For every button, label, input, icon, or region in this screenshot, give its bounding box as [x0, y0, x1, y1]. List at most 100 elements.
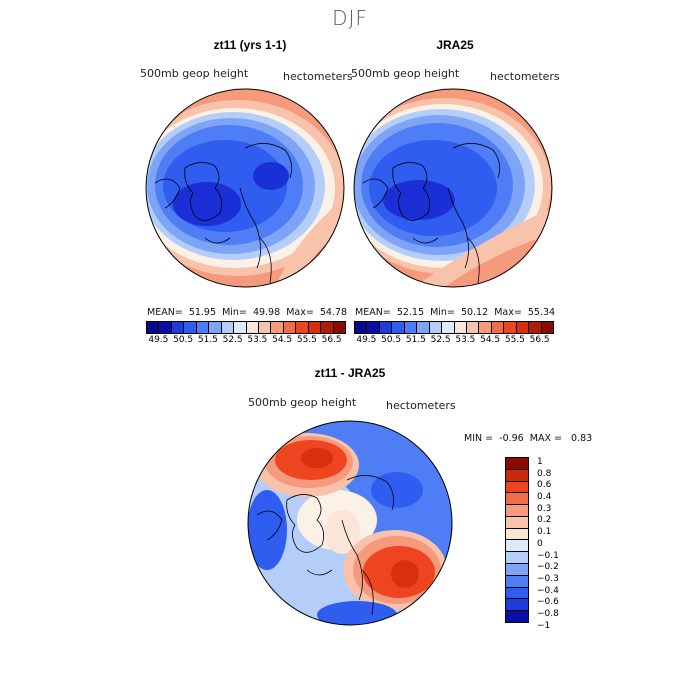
map-coastline [362, 178, 439, 244]
colorbar-tick-label: −0.1 [537, 550, 559, 561]
colorbar-swatch [147, 322, 160, 333]
colorbar-swatch [234, 322, 247, 333]
map-low-center [253, 162, 289, 190]
colorbar-swatch [506, 481, 528, 494]
colorbar-swatch [491, 322, 505, 333]
colorbar-swatch [258, 322, 272, 333]
colorbar-tick-label: 52.5 [430, 335, 451, 345]
colorbar-tick-label: −0.8 [537, 609, 559, 620]
panel-2-colorbar [354, 321, 554, 334]
map-low-center [173, 182, 241, 226]
min-label: Min= [430, 307, 455, 318]
colorbar-tick-label: 49.5 [148, 335, 169, 345]
colorbar-swatch [442, 322, 455, 333]
colorbar-tick-label: 56.5 [321, 335, 342, 345]
diff-panel-polar-map [247, 420, 453, 626]
map-coastline [341, 475, 395, 616]
colorbar-tick-label: 52.5 [222, 335, 243, 345]
colorbar-swatch [506, 458, 528, 470]
colorbar-swatch [221, 322, 235, 333]
map-low-center [383, 180, 455, 220]
colorbar-swatch [541, 322, 553, 333]
panel-1-title: zt11 (yrs 1-1) [213, 38, 287, 52]
map-coastline [392, 162, 431, 221]
colorbar-tick-label: 53.5 [455, 335, 476, 345]
panel-2-colorbar-ticks: 49.5 50.5 51.5 52.5 53.5 54.5 55.5 56.5 [354, 335, 552, 347]
map-anomaly-negative [371, 472, 423, 508]
colorbar-tick-label: 51.5 [197, 335, 218, 345]
panel-2-stats: MEAN= 52.15 Min= 50.12 Max= 55.34 [355, 307, 555, 318]
diff-panel-units-label: hectometers [386, 399, 456, 412]
mean-value: 51.95 [188, 307, 217, 318]
panel-2-title: JRA25 [436, 38, 474, 52]
panel-1-colorbar-ticks: 49.5 50.5 51.5 52.5 53.5 54.5 55.5 56.5 [146, 335, 344, 347]
colorbar-swatch [159, 322, 172, 333]
min-label: MIN = [464, 433, 494, 444]
colorbar-swatch [404, 322, 418, 333]
max-value: 55.34 [527, 307, 556, 318]
min-value: -0.96 [499, 433, 524, 444]
max-label: Max= [286, 307, 314, 318]
min-label: Min= [222, 307, 247, 318]
panel-1-stats: MEAN= 51.95 Min= 49.98 Max= 54.78 [147, 307, 347, 318]
colorbar-swatch [506, 575, 528, 588]
mean-label: MEAN= [355, 307, 391, 318]
map-coastline [154, 178, 231, 244]
map-border [145, 88, 345, 288]
map-border [247, 420, 453, 626]
max-value: 0.83 [571, 433, 593, 444]
colorbar-swatch [296, 322, 309, 333]
colorbar-tick-label: 0.8 [537, 468, 552, 479]
colorbar-swatch [379, 322, 393, 333]
diff-colorbar-ticks: 1 0.8 0.6 0.4 0.3 0.2 0.1 0 −0.1 −0.2 −0.3 −0.4 −0.6… [537, 457, 577, 631]
colorbar-swatch [355, 322, 368, 333]
colorbar-tick-label: 50.5 [381, 335, 402, 345]
colorbar-swatch [283, 322, 297, 333]
colorbar-swatch [506, 599, 528, 612]
colorbar-swatch [271, 322, 284, 333]
map-anomaly-negative [248, 490, 287, 570]
colorbar-swatch [506, 540, 528, 553]
colorbar-tick-label: 0.3 [537, 503, 552, 514]
diff-panel-title: zt11 - JRA25 [314, 366, 386, 380]
colorbar-tick-label: −0.3 [537, 574, 559, 584]
colorbar-swatch [454, 322, 467, 333]
colorbar-swatch [246, 322, 259, 333]
panel-2-variable-label: 500mb geop height [351, 67, 460, 80]
panel-1-colorbar [146, 321, 346, 334]
colorbar-tick-label: 55.5 [504, 335, 525, 345]
max-value: 54.78 [319, 307, 348, 318]
colorbar-swatch [504, 322, 517, 333]
panel-2-polar-map [353, 88, 553, 288]
colorbar-swatch [333, 322, 345, 333]
map-coastline [447, 143, 501, 284]
colorbar-tick-label: 51.5 [405, 335, 426, 345]
colorbar-swatch [392, 322, 405, 333]
mean-value: 52.15 [396, 307, 425, 318]
colorbar-tick-label: 0.6 [537, 480, 552, 491]
colorbar-tick-label: 0.1 [537, 527, 552, 538]
panel-2-units-label: hectometers [490, 70, 560, 83]
panel-1-polar-map [145, 88, 345, 288]
colorbar-tick-label: −0.2 [537, 562, 559, 573]
colorbar-swatch [506, 587, 528, 600]
colorbar-swatch [466, 322, 480, 333]
colorbar-swatch [308, 322, 322, 333]
map-coastline [286, 494, 325, 553]
colorbar-swatch [209, 322, 222, 333]
colorbar-swatch [184, 322, 197, 333]
colorbar-swatch [506, 564, 528, 576]
diff-panel-variable-label: 500mb geop height [248, 396, 357, 409]
figure-title: DJF [332, 6, 368, 30]
colorbar-swatch [196, 322, 210, 333]
colorbar-tick-label: 0.2 [537, 515, 552, 526]
colorbar-swatch [417, 322, 430, 333]
diff-panel-stats: MIN = -0.96 MAX = 0.83 [464, 433, 592, 444]
colorbar-swatch [506, 516, 528, 529]
colorbar-tick-label: 50.5 [173, 335, 194, 345]
diff-colorbar [505, 457, 529, 623]
map-coastline [239, 143, 293, 284]
map-border [353, 88, 553, 288]
min-value: 49.98 [252, 307, 281, 318]
mean-label: MEAN= [147, 307, 183, 318]
